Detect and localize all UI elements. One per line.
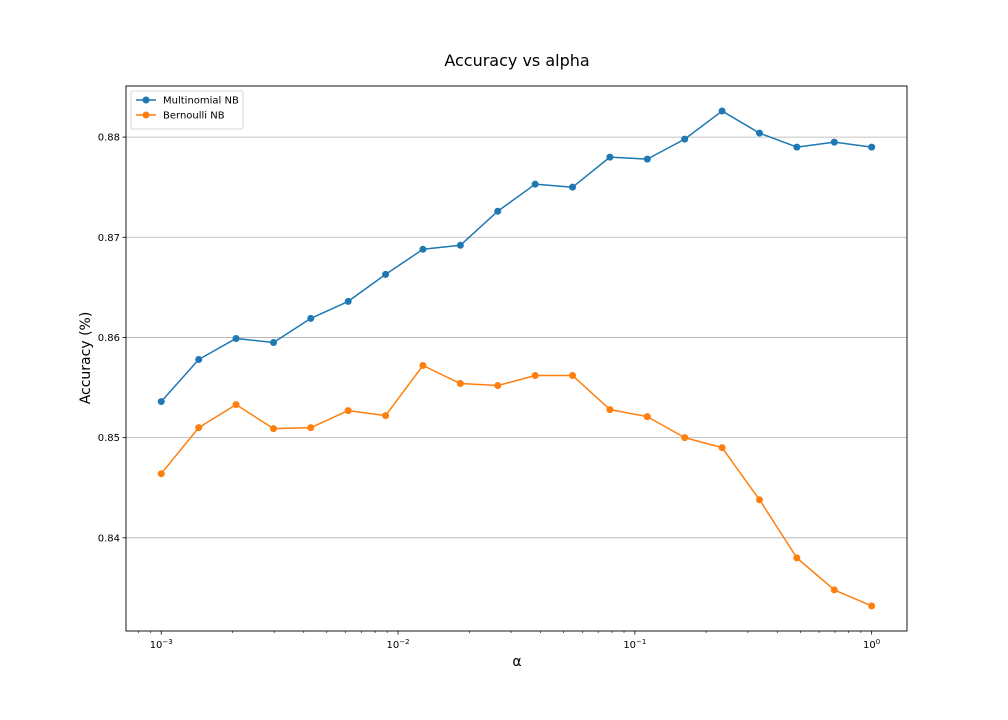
- data-point: [681, 135, 689, 143]
- x-tick-label: 100: [863, 638, 880, 651]
- legend-frame: [130, 90, 244, 130]
- data-point: [606, 406, 614, 414]
- data-point: [681, 434, 689, 442]
- plot-frame: [125, 85, 908, 632]
- data-point: [419, 245, 427, 253]
- series-line: [160, 110, 872, 403]
- data-point: [531, 180, 539, 188]
- y-axis-label: Accuracy (%): [78, 312, 94, 405]
- legend-label: Multinomial NB: [163, 96, 239, 107]
- x-tick-label: 10−1: [623, 638, 646, 651]
- data-point: [531, 372, 539, 380]
- data-point: [419, 362, 427, 370]
- data-point: [270, 425, 278, 433]
- data-point: [195, 424, 203, 432]
- data-point: [718, 444, 726, 452]
- data-point: [793, 143, 801, 151]
- data-point: [456, 380, 464, 388]
- chart-title: Accuracy vs alpha: [444, 51, 589, 70]
- data-point: [382, 270, 390, 278]
- data-point: [344, 297, 352, 305]
- data-point: [830, 586, 838, 594]
- y-tick-label: 0.88: [98, 133, 120, 144]
- series-line: [160, 364, 872, 607]
- legend-label: Bernoulli NB: [163, 111, 225, 122]
- data-point: [307, 424, 315, 432]
- y-tick-label: 0.84: [98, 533, 120, 544]
- axis-ticks: 0.84 0.85 0.86 0.87 0.88 10−3 10−2 10−1 100: [98, 133, 881, 651]
- y-tick-label: 0.86: [98, 333, 120, 344]
- data-point: [606, 153, 614, 161]
- data-point: [755, 129, 763, 137]
- series-lines: [160, 110, 872, 607]
- data-point: [643, 155, 651, 163]
- data-point: [232, 401, 240, 409]
- data-point: [344, 407, 352, 415]
- data-point: [195, 356, 203, 364]
- legend-marker: [142, 96, 150, 104]
- data-point: [569, 372, 577, 380]
- y-tick-label: 0.85: [98, 433, 120, 444]
- data-point: [270, 338, 278, 346]
- y-tick-label: 0.87: [98, 233, 120, 244]
- x-tick-label: 10−3: [150, 638, 173, 651]
- data-point: [456, 241, 464, 249]
- data-point: [307, 314, 315, 322]
- data-point: [494, 382, 502, 390]
- x-axis-label: α: [512, 654, 521, 670]
- legend: Multinomial NB Bernoulli NB: [130, 90, 244, 130]
- grid-lines: [126, 136, 907, 539]
- series-points: [157, 107, 876, 610]
- data-point: [382, 412, 390, 420]
- data-point: [755, 496, 763, 504]
- data-point: [643, 413, 651, 421]
- data-point: [494, 207, 502, 215]
- data-point: [868, 143, 876, 151]
- data-point: [718, 107, 726, 115]
- data-point: [830, 138, 838, 146]
- data-point: [569, 183, 577, 191]
- data-point: [157, 398, 165, 406]
- data-point: [868, 602, 876, 610]
- data-point: [793, 554, 801, 562]
- data-point: [157, 470, 165, 478]
- data-point: [232, 334, 240, 342]
- x-tick-label: 10−2: [387, 638, 410, 651]
- legend-marker: [142, 111, 150, 119]
